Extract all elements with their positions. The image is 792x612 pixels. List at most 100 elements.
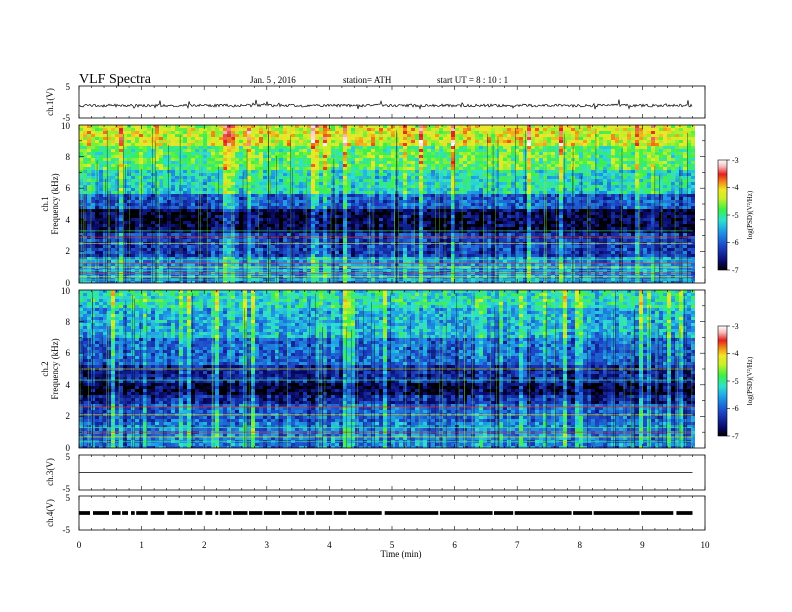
ch1-spec-cell-2993 xyxy=(347,182,351,185)
ch1-spec-cell-3705 xyxy=(115,197,119,200)
ch1-spec-cell-877 xyxy=(507,140,511,143)
ch1-spec-cell-1471 xyxy=(419,152,423,155)
ch1-spec-cell-3195 xyxy=(539,185,543,188)
ch1-spec-cell-4744 xyxy=(575,215,579,218)
ch1-spec-cell-1357 xyxy=(579,149,583,152)
ch1-spec-cell-4312 xyxy=(79,209,83,212)
ch1-spec-cell-1232 xyxy=(79,149,83,152)
ch1-spec-cell-3048 xyxy=(567,182,571,185)
ch1-spec-cell-456 xyxy=(671,131,675,134)
ch1-spec-cell-1928 xyxy=(399,161,403,164)
ch1-spec-cell-329 xyxy=(163,131,167,134)
ch1-spec-cell-129 xyxy=(595,125,599,128)
ch1-spec-cell-1356 xyxy=(575,149,579,152)
ch1-spec-cell-4146 xyxy=(647,203,651,206)
ch1-spec-cell-1651 xyxy=(523,155,527,158)
ch1-spec-cell-3975 xyxy=(579,200,583,203)
ch1-spec-cell-1807 xyxy=(531,158,535,161)
ch1-spec-cell-3146 xyxy=(343,185,347,188)
ch1-spec-cell-2448 xyxy=(631,170,635,173)
ch1-spec-cell-2236 xyxy=(399,167,403,170)
ch1-spec-cell-900 xyxy=(599,140,603,143)
ch1-spec-cell-3688 xyxy=(663,194,667,197)
ch1-spec-cell-4733 xyxy=(531,215,535,218)
ch1-spec-cell-206 xyxy=(287,128,291,131)
ch1-spec-cell-1273 xyxy=(243,149,247,152)
ch1-spec-cell-1474 xyxy=(431,152,435,155)
ch1-spec-cell-3913 xyxy=(331,200,335,203)
ch1-spec-cell-4091 xyxy=(427,203,431,206)
ch1-spec-cell-2615 xyxy=(683,173,687,176)
ch1-spec-cell-2796 xyxy=(175,179,179,182)
ch1-spec-cell-2936 xyxy=(119,182,123,185)
ch1-spec-cell-880 xyxy=(519,140,523,143)
ch1-spec-cell-2274 xyxy=(551,167,555,170)
ch1-spec-cell-3170 xyxy=(439,185,443,188)
ch1-spec-cell-926 xyxy=(87,143,91,146)
ch1-spec-cell-4737 xyxy=(547,215,551,218)
ch1-spec-cell-31 xyxy=(203,125,207,128)
ch1-spec-cell-3878 xyxy=(191,200,195,203)
ch1-spec-cell-1447 xyxy=(323,152,327,155)
ch1-spec-cell-865 xyxy=(459,140,463,143)
ch1-spec-cell-2630 xyxy=(127,176,131,179)
ch1-spec-cell-4419 xyxy=(507,209,511,212)
ch1-spec-cell-585 xyxy=(571,134,575,137)
ch1-spec-cell-2121 xyxy=(555,164,559,167)
ch1-spec-cell-4850 xyxy=(383,218,387,221)
ch1-spec-cell-3290 xyxy=(303,188,307,191)
ch1-spec-cell-4178 xyxy=(159,206,163,209)
ch1-spec-cell-4913 xyxy=(635,218,639,221)
ch1-spec-cell-2892 xyxy=(559,179,563,182)
ch1-spec-cell-3152 xyxy=(367,185,371,188)
ch1-spec-cell-3173 xyxy=(451,185,455,188)
ch1-spec-cell-4492 xyxy=(183,212,187,215)
ch1-spec-cell-1815 xyxy=(563,158,567,161)
ch1-spec-cell-315 xyxy=(107,131,111,134)
ch1-spec-cell-925 xyxy=(83,143,87,146)
ch1-spec-cell-2215 xyxy=(315,167,319,170)
ch1-spec-cell-1963 xyxy=(539,161,543,164)
ch1-spec-cell-1000 xyxy=(383,143,387,146)
ch1-spec-cell-2650 xyxy=(207,176,211,179)
ch1-spec-cell-2428 xyxy=(551,170,555,173)
ch1-spec-cell-3971 xyxy=(563,200,567,203)
ch1-spec-cell-4106 xyxy=(487,203,491,206)
ch1-spec-cell-4594 xyxy=(591,212,595,215)
ch1-spec-cell-2117 xyxy=(539,164,543,167)
ch1-spec-cell-582 xyxy=(559,134,563,137)
ch1-spec-cell-1792 xyxy=(471,158,475,161)
ch1-spec-cell-1135 xyxy=(307,146,311,149)
ch1-spec-cell-4142 xyxy=(631,203,635,206)
ch1-spec-cell-3301 xyxy=(347,188,351,191)
ch1-spec-cell-4839 xyxy=(339,218,343,221)
ch1-spec-cell-2071 xyxy=(355,164,359,167)
ch1-spec-cell-483 xyxy=(163,134,167,137)
ch1-spec-cell-306 xyxy=(687,128,691,131)
ch1-spec-cell-2198 xyxy=(247,167,251,170)
ch1-spec-cell-3976 xyxy=(583,200,587,203)
ch1-spec-cell-2920 xyxy=(671,179,675,182)
ch1-spec-cell-3997 xyxy=(667,200,671,203)
ch1-spec-cell-2725 xyxy=(507,176,511,179)
ch1-spec-cell-4677 xyxy=(307,215,311,218)
ch1-spec-cell-4584 xyxy=(551,212,555,215)
ch1-spec-cell-3282 xyxy=(271,188,275,191)
ch1-spec-cell-3704 xyxy=(111,197,115,200)
ch1-spec-cell-820 xyxy=(279,140,283,143)
ch1-spec-cell-2172 xyxy=(143,167,147,170)
ch1-spec-cell-416 xyxy=(511,131,515,134)
ch1-spec-cell-75 xyxy=(379,125,383,128)
ch1-spec-cell-4668 xyxy=(271,215,275,218)
ch1-spec-cell-4599 xyxy=(611,212,615,215)
ch1-spec-cell-4740 xyxy=(559,215,563,218)
ch1-spec-cell-3898 xyxy=(271,200,275,203)
ch1-spec-cell-1013 xyxy=(435,143,439,146)
ch1-spec-cell-4591 xyxy=(579,212,583,215)
ch1-spec-cell-3058 xyxy=(607,182,611,185)
ch1-spec-cell-4443 xyxy=(603,209,607,212)
ch1-spec-cell-1950 xyxy=(487,161,491,164)
ch1-spec-cell-437 xyxy=(595,131,599,134)
ch1-spec-cell-4280 xyxy=(567,206,571,209)
